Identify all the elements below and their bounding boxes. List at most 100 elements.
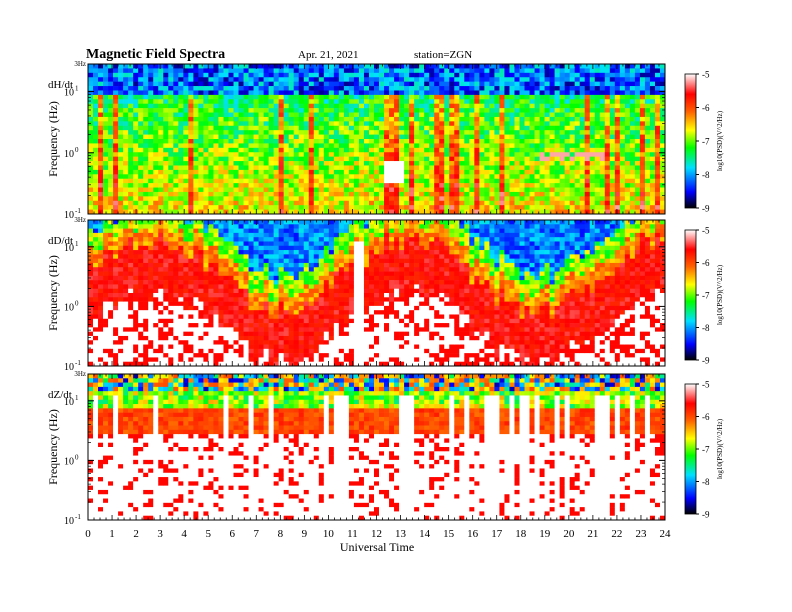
spectrogram-cell bbox=[529, 161, 535, 166]
spectrogram-cell bbox=[108, 340, 114, 345]
spectrogram-cell bbox=[363, 165, 370, 171]
spectrogram-cell bbox=[183, 254, 189, 259]
spectrogram-cell bbox=[148, 94, 154, 100]
spectrogram-cell bbox=[268, 99, 274, 104]
spectrogram-cell bbox=[484, 81, 490, 87]
spectrogram-cell bbox=[509, 187, 515, 193]
spectrogram-cell bbox=[539, 112, 545, 118]
spectrogram-cell bbox=[434, 94, 440, 100]
spectrogram-cell bbox=[444, 94, 450, 100]
spectrogram-cell bbox=[148, 297, 154, 302]
spectrogram-cell bbox=[323, 72, 330, 78]
spectrogram-cell bbox=[614, 130, 621, 135]
spectrogram-cell bbox=[143, 267, 149, 272]
spectrogram-cell bbox=[584, 169, 591, 175]
spectrogram-cell bbox=[609, 134, 616, 140]
spectrogram-cell bbox=[293, 174, 300, 179]
spectrogram-cell bbox=[484, 77, 490, 82]
spectrogram-cell bbox=[123, 196, 129, 202]
spectrogram-cell bbox=[173, 143, 179, 149]
spectrogram-cell bbox=[248, 161, 254, 166]
spectrogram-cell bbox=[198, 288, 204, 294]
spectrogram-cell bbox=[168, 288, 174, 294]
spectrogram-cell bbox=[148, 86, 154, 91]
spectrogram-cell bbox=[614, 200, 621, 206]
spectrogram-cell bbox=[363, 169, 370, 175]
spectrogram-cell bbox=[158, 99, 164, 104]
spectrogram-cell bbox=[554, 121, 560, 127]
spectrogram-cell bbox=[308, 200, 315, 206]
spectrogram-cell bbox=[168, 156, 174, 162]
spectrogram-cell bbox=[589, 99, 596, 104]
spectrogram-cell bbox=[113, 205, 119, 210]
spectrogram-cell bbox=[464, 68, 470, 74]
spectrogram-cell bbox=[318, 112, 325, 118]
spectrogram-cell bbox=[358, 103, 365, 109]
spectrogram-cell bbox=[574, 196, 581, 202]
spectrogram-cell bbox=[178, 86, 184, 91]
spectrogram-cell bbox=[233, 139, 239, 144]
spectrogram-cell bbox=[504, 187, 510, 193]
spectrogram-cell bbox=[283, 134, 289, 140]
spectrogram-cell bbox=[504, 161, 510, 166]
spectrogram-cell bbox=[624, 174, 631, 179]
spectrogram-cell bbox=[373, 187, 380, 193]
spectrogram-cell bbox=[499, 191, 505, 197]
spectrogram-cell bbox=[183, 228, 189, 234]
spectrogram-cell bbox=[118, 147, 124, 153]
spectrogram-cell bbox=[103, 139, 109, 144]
spectrogram-cell bbox=[624, 99, 631, 104]
spectrogram-cell bbox=[98, 209, 104, 215]
spectrogram-cell bbox=[288, 90, 295, 96]
spectrogram-cell bbox=[163, 357, 169, 362]
spectrogram-cell bbox=[308, 72, 315, 78]
spectrogram-cell bbox=[168, 323, 174, 328]
spectrogram-cell bbox=[609, 103, 616, 109]
spectrogram-cell bbox=[318, 139, 325, 144]
spectrogram-cell bbox=[529, 68, 535, 74]
spectrogram-cell bbox=[258, 205, 264, 210]
spectrogram-cell bbox=[644, 103, 651, 109]
spectrogram-cell bbox=[173, 147, 179, 153]
spectrogram-cell bbox=[163, 275, 169, 281]
spectrogram-cell bbox=[649, 156, 656, 162]
spectrogram-cell bbox=[93, 143, 99, 149]
spectrogram-cell bbox=[263, 165, 269, 171]
spectrogram-cell bbox=[554, 152, 560, 157]
spectrogram-cell bbox=[539, 165, 545, 171]
spectrogram-cell bbox=[98, 90, 104, 96]
spectrogram-cell bbox=[288, 143, 295, 149]
spectrogram-cell bbox=[158, 121, 164, 127]
spectrogram-cell bbox=[298, 112, 305, 118]
spectrogram-cell bbox=[158, 187, 164, 193]
spectrogram-cell bbox=[544, 103, 550, 109]
spectrogram-cell bbox=[479, 103, 485, 109]
spectrogram-cell bbox=[93, 361, 99, 367]
spectrogram-cell bbox=[479, 196, 485, 202]
spectrogram-cell bbox=[98, 130, 104, 135]
spectrogram-cell bbox=[348, 147, 355, 153]
spectrogram-cell bbox=[404, 156, 410, 162]
spectrogram-cell bbox=[158, 288, 164, 294]
spectrogram-cell bbox=[168, 254, 174, 259]
spectrogram-cell bbox=[434, 108, 440, 113]
spectrogram-cell bbox=[138, 361, 144, 367]
spectrogram-cell bbox=[574, 68, 581, 74]
spectrogram-cell bbox=[644, 99, 651, 104]
spectrogram-cell bbox=[173, 314, 179, 320]
spectrogram-cell bbox=[193, 305, 199, 311]
spectrogram-cell bbox=[153, 205, 159, 210]
spectrogram-cell bbox=[624, 125, 631, 131]
spectrogram-cell bbox=[138, 209, 144, 215]
spectrogram-cell bbox=[363, 99, 370, 104]
spectrogram-cell bbox=[469, 99, 475, 104]
spectrogram-cell bbox=[158, 196, 164, 202]
spectrogram-cell bbox=[419, 191, 425, 197]
spectrogram-cell bbox=[368, 139, 375, 144]
spectrogram-cell bbox=[188, 99, 194, 104]
spectrogram-cell bbox=[489, 178, 495, 184]
spectrogram-cell bbox=[133, 293, 139, 298]
spectrogram-cell bbox=[624, 64, 631, 69]
spectrogram-cell bbox=[404, 121, 410, 127]
spectrogram-cell bbox=[333, 121, 340, 127]
